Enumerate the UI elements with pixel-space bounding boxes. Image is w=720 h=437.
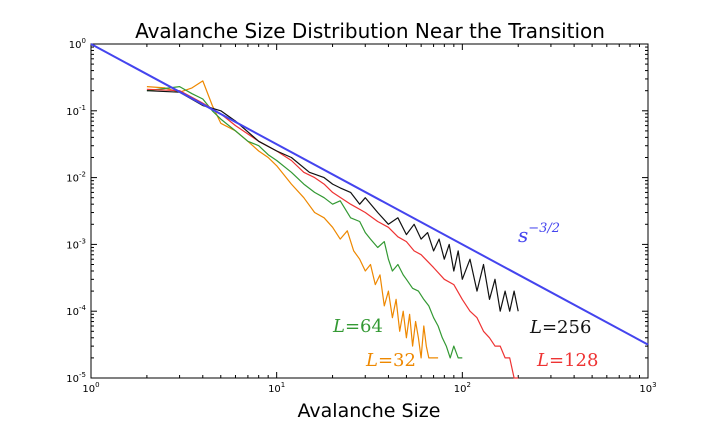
x-tick-label: 100 (82, 381, 99, 395)
chart-title: Avalanche Size Distribution Near the Tra… (135, 19, 605, 43)
axis-ticks: 100 101 102 103 100 10-1 10-2 10-3 10-4 10-5 (66, 37, 656, 395)
y-tick-label: 10-3 (66, 237, 86, 251)
series-label-l-32: L=32 (365, 350, 416, 371)
x-tick-label: 103 (639, 381, 656, 395)
series-line-l-256 (146, 90, 519, 312)
x-axis-label: Avalanche Size (298, 400, 441, 422)
x-tick-label: 102 (454, 381, 471, 395)
series-label-l-64: L=64 (332, 316, 383, 337)
y-tick-label: 100 (69, 37, 86, 51)
y-tick-label: 10-1 (66, 104, 86, 118)
series-labels: L=32 L=64 L=128 L=256 s−3/2 (332, 221, 598, 371)
y-tick-label: 10-5 (66, 371, 86, 385)
y-tick-label: 10-4 (66, 304, 86, 318)
plot-frame (90, 43, 649, 379)
series-line-l-32 (146, 80, 439, 359)
series-label-l-256: L=256 (529, 317, 591, 338)
reference-line-label: s−3/2 (518, 221, 560, 247)
reference-line (90, 43, 649, 346)
series-label-l-128: L=128 (536, 350, 598, 371)
series-group (90, 43, 649, 379)
x-tick-label: 101 (268, 381, 285, 395)
series-line-l-64 (146, 85, 463, 359)
y-tick-label: 10-2 (66, 171, 86, 185)
